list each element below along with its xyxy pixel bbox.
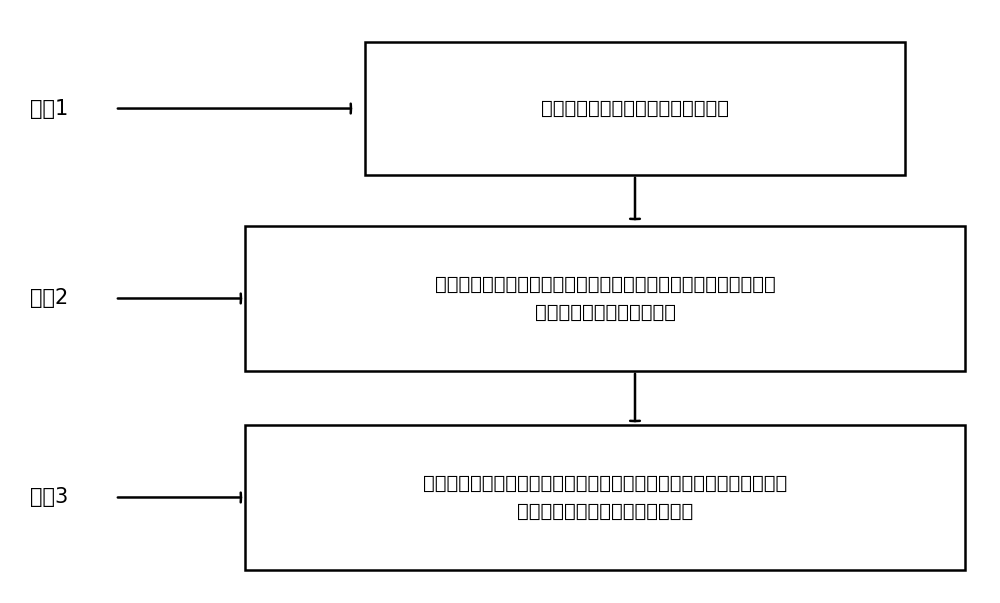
- Text: 步骤1: 步骤1: [30, 98, 68, 119]
- Text: 根据单出杆的液压伺服系统的控制器及单出杆的液压伺服系统模型，证
明单出杆的伺服液压系统的稳定性: 根据单出杆的液压伺服系统的控制器及单出杆的液压伺服系统模型，证 明单出杆的伺服液…: [423, 474, 787, 521]
- Bar: [245, 425, 965, 570]
- Text: 建立单出杆非对称伺服液压系统模型: 建立单出杆非对称伺服液压系统模型: [541, 99, 729, 118]
- Text: 步骤3: 步骤3: [30, 487, 68, 508]
- Bar: [365, 42, 905, 175]
- Text: 根据单出杆的液压伺服系统模型，采用低复杂控制策略设计出单出
杆的液压伺服系统的控制器: 根据单出杆的液压伺服系统模型，采用低复杂控制策略设计出单出 杆的液压伺服系统的控…: [435, 275, 775, 322]
- Text: 步骤2: 步骤2: [30, 288, 68, 309]
- Bar: [245, 226, 965, 371]
